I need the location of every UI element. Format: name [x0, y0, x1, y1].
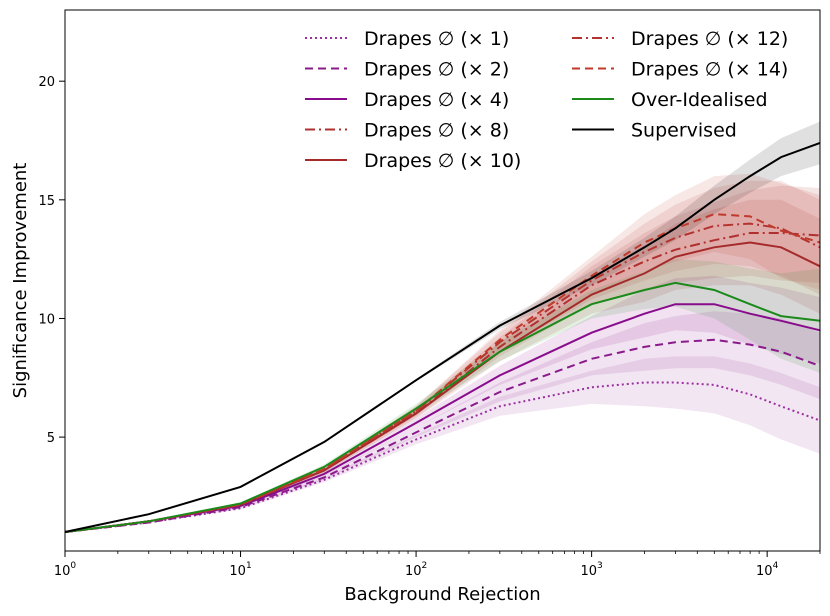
- legend-label-0: Drapes ∅ (× 1): [364, 28, 509, 50]
- legend: Drapes ∅ (× 1) Drapes ∅ (× 2) Drapes ∅ (× …: [305, 28, 788, 172]
- band-series-6: [65, 173, 820, 532]
- line-series-5: [64, 222, 821, 533]
- legend-label-6: Drapes ∅ (× 14): [631, 59, 788, 81]
- band-series-4: [65, 199, 820, 533]
- y-tick-label-0: 5: [47, 431, 55, 446]
- line-series-8: [64, 141, 821, 533]
- legend-label-5: Drapes ∅ (× 12): [631, 28, 788, 50]
- line-series-6: [64, 213, 821, 533]
- band-series-1: [65, 311, 820, 532]
- x-tick-label-3: 103: [580, 561, 602, 579]
- legend-label-4: Drapes ∅ (× 10): [364, 150, 521, 172]
- legend-label-1: Drapes ∅ (× 2): [364, 59, 509, 81]
- x-tick-label-2: 102: [405, 561, 427, 579]
- band-series-7: [65, 259, 820, 532]
- band-series-0: [65, 356, 820, 532]
- x-tick-label-1: 101: [229, 561, 251, 579]
- line-series-1: [64, 338, 821, 533]
- line-series-4: [64, 241, 821, 533]
- band-series-2: [65, 275, 820, 532]
- legend-label-2: Drapes ∅ (× 4): [364, 89, 509, 111]
- band-series-5: [65, 180, 820, 533]
- y-tick-label-3: 20: [38, 75, 55, 90]
- line-series-2: [64, 303, 821, 533]
- line-series-3: [64, 232, 821, 533]
- line-series-7: [64, 281, 821, 533]
- plot-frame: [64, 9, 821, 552]
- y-axis-label: Significance Improvement: [10, 163, 31, 399]
- x-axis-label: Background Rejection: [344, 584, 540, 605]
- uncertainty-bands: [65, 121, 820, 533]
- x-tick-label-4: 104: [756, 561, 779, 579]
- legend-label-7: Over-Idealised: [631, 89, 768, 111]
- y-tick-label-2: 15: [38, 194, 55, 209]
- series-lines: [64, 141, 821, 533]
- x-tick-label-0: 100: [54, 561, 77, 579]
- band-series-3: [65, 185, 820, 532]
- legend-label-3: Drapes ∅ (× 8): [364, 120, 509, 142]
- y-tick-label-1: 10: [38, 312, 55, 327]
- legend-label-8: Supervised: [631, 120, 737, 142]
